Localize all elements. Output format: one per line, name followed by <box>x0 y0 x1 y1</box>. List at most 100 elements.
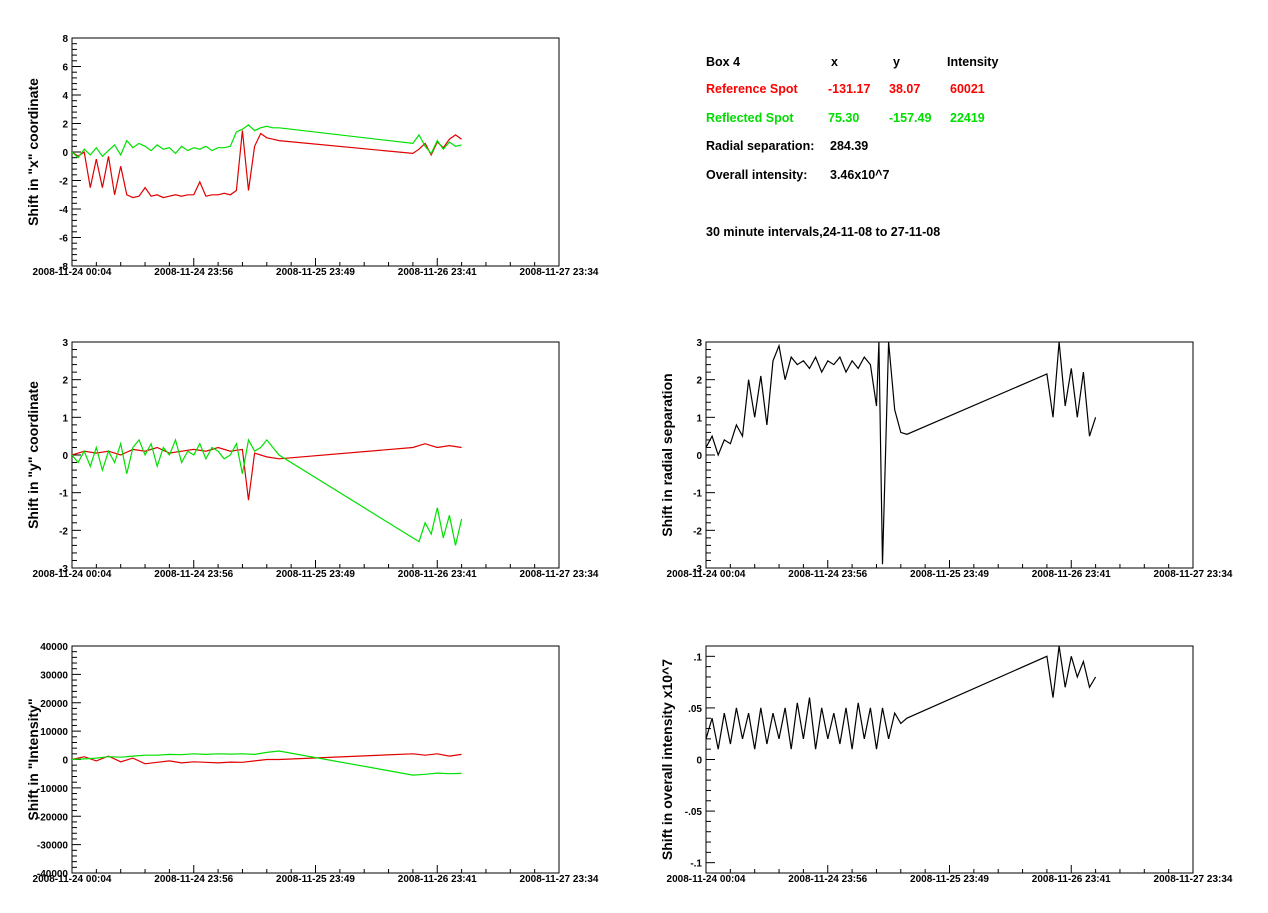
y-tick-label: -2 <box>693 526 702 537</box>
y-tick-label: 8 <box>62 34 68 45</box>
x-tick-label: 2008-11-26 23:41 <box>1032 569 1111 580</box>
x-tick-label: 2008-11-25 23:49 <box>910 569 989 580</box>
column-header-y: y <box>893 55 900 69</box>
x-tick-label: 2008-11-24 23:56 <box>154 874 233 885</box>
reflected-spot-x: 75.30 <box>828 111 860 125</box>
overall-intensity-label: Overall intensity: <box>706 168 808 182</box>
reference-spot-y: 38.07 <box>889 82 921 96</box>
y-tick-label: -4 <box>59 205 68 216</box>
y-tick-label: -1 <box>59 489 68 500</box>
y-tick-label: 0 <box>696 451 702 462</box>
x-tick-label: 2008-11-25 23:49 <box>910 874 989 885</box>
series-line-reference <box>72 753 462 765</box>
y-tick-label: 0 <box>62 756 68 767</box>
y-axis-label: Shift in "Intensity" <box>25 698 41 820</box>
x-tick-label: 2008-11-26 23:41 <box>398 267 477 278</box>
x-tick-label: 2008-11-26 23:41 <box>1032 874 1111 885</box>
x-tick-label: 2008-11-27 23:34 <box>520 569 599 580</box>
y-tick-label: -20000 <box>37 812 69 823</box>
y-axis-label: Shift in radial separation <box>659 373 675 536</box>
series-line-reference <box>72 443 462 501</box>
series-line-reflected <box>72 438 463 546</box>
x-tick-label: 2008-11-24 00:04 <box>667 569 746 580</box>
y-axis-label: Shift in overall intensity x10^7 <box>659 659 675 860</box>
y-tick-label: -3 <box>59 564 68 575</box>
y-tick-label: 2 <box>62 120 68 131</box>
y-tick-label: 10000 <box>40 727 68 738</box>
y-axis-label: Shift in "y" coordinate <box>25 381 41 529</box>
y-tick-label: -.05 <box>685 807 703 818</box>
x-tick-label: 2008-11-24 23:56 <box>788 874 867 885</box>
y-tick-label: 0 <box>696 756 702 767</box>
x-tick-label: 2008-11-24 23:56 <box>788 569 867 580</box>
y-tick-label: 1 <box>696 413 702 424</box>
box-label: Box 4 <box>706 55 741 69</box>
y-tick-label: 1 <box>62 413 68 424</box>
plot-frame <box>71 645 560 874</box>
series-line-reference <box>72 130 462 199</box>
plot-frame <box>705 341 1194 569</box>
reference-spot-x: -131.17 <box>828 82 871 96</box>
y-tick-label: 20000 <box>40 699 68 710</box>
x-tick-label: 2008-11-26 23:41 <box>398 569 477 580</box>
x-tick-label: 2008-11-24 23:56 <box>154 569 233 580</box>
reflected-spot-y: -157.49 <box>889 111 932 125</box>
x-tick-label: 2008-11-27 23:34 <box>520 874 599 885</box>
series-line-single <box>706 646 1097 750</box>
chart-overall-intensity-shift: -.1 -.05 0 .05 .1 2008-11-24 00:04 2008-11-24 … <box>659 645 1233 885</box>
radial-separation-value: 284.39 <box>830 139 869 153</box>
y-tick-label: -2 <box>59 526 68 537</box>
y-tick-label: 2 <box>696 376 702 387</box>
x-tick-label: 2008-11-24 00:04 <box>667 874 746 885</box>
y-tick-label: -6 <box>59 234 68 245</box>
x-tick-label: 2008-11-26 23:41 <box>398 874 477 885</box>
y-tick-label: 2 <box>62 376 68 387</box>
y-tick-label: -.1 <box>690 859 702 870</box>
y-tick-label: -1 <box>693 489 702 500</box>
y-tick-label: 6 <box>62 63 68 74</box>
column-header-intensity: Intensity <box>947 55 999 69</box>
x-tick-label: 2008-11-27 23:34 <box>1154 874 1233 885</box>
chart-radial-shift: -3 -2 -1 0 1 2 3 2008-11-24 00:04 2008-11-24 23:… <box>659 338 1233 580</box>
interval-note: 30 minute intervals,24-11-08 to 27-11-08 <box>706 225 941 239</box>
x-tick-label: 2008-11-27 23:34 <box>1154 569 1233 580</box>
y-tick-label: -10000 <box>37 784 69 795</box>
y-tick-label: .05 <box>688 704 702 715</box>
x-tick-label: 2008-11-24 00:04 <box>33 569 112 580</box>
plot-frame <box>705 645 1194 874</box>
y-tick-label: 4 <box>62 91 68 102</box>
chart-x-shift: -8 -6 -4 -2 0 2 4 6 8 2008-11-24 00:04 2008-11-24 … <box>25 34 599 278</box>
y-tick-label: -30000 <box>37 841 69 852</box>
x-tick-label: 2008-11-24 00:04 <box>33 874 112 885</box>
y-tick-label: 3 <box>62 338 68 349</box>
plot-frame <box>71 37 560 267</box>
y-tick-label: 30000 <box>40 670 68 681</box>
reflected-spot-label: Reflected Spot <box>706 111 794 125</box>
y-tick-label: .1 <box>694 652 703 663</box>
column-header-x: x <box>831 55 838 69</box>
y-tick-label: 40000 <box>40 642 68 653</box>
y-tick-label: -3 <box>693 564 702 575</box>
x-tick-label: 2008-11-27 23:34 <box>520 267 599 278</box>
chart-intensity-shift: -40000 -30000 -20000 -10000 0 10000 20000 30000… <box>25 642 599 885</box>
reference-spot-intensity: 60021 <box>950 82 985 96</box>
y-tick-label: -40000 <box>37 869 69 880</box>
x-tick-label: 2008-11-24 23:56 <box>154 267 233 278</box>
x-tick-label: 2008-11-25 23:49 <box>276 874 355 885</box>
chart-y-shift: -3 -2 -1 0 1 2 3 2008-11-24 00:04 2008-11-24 23:… <box>25 338 599 580</box>
overall-intensity-value: 3.46x10^7 <box>830 168 890 182</box>
x-tick-label: 2008-11-24 00:04 <box>33 267 112 278</box>
series-line-single <box>706 342 1097 565</box>
series-line-reflected <box>72 124 462 159</box>
y-tick-label: 3 <box>696 338 702 349</box>
series-line-reflected <box>72 750 462 776</box>
y-axis-label: Shift in "x" coordinate <box>25 78 41 226</box>
radial-separation-label: Radial separation: <box>706 139 815 153</box>
x-tick-label: 2008-11-25 23:49 <box>276 569 355 580</box>
y-tick-label: -2 <box>59 177 68 188</box>
x-tick-label: 2008-11-25 23:49 <box>276 267 355 278</box>
y-tick-label: 0 <box>62 148 68 159</box>
reflected-spot-intensity: 22419 <box>950 111 985 125</box>
y-tick-label: -8 <box>59 262 68 273</box>
